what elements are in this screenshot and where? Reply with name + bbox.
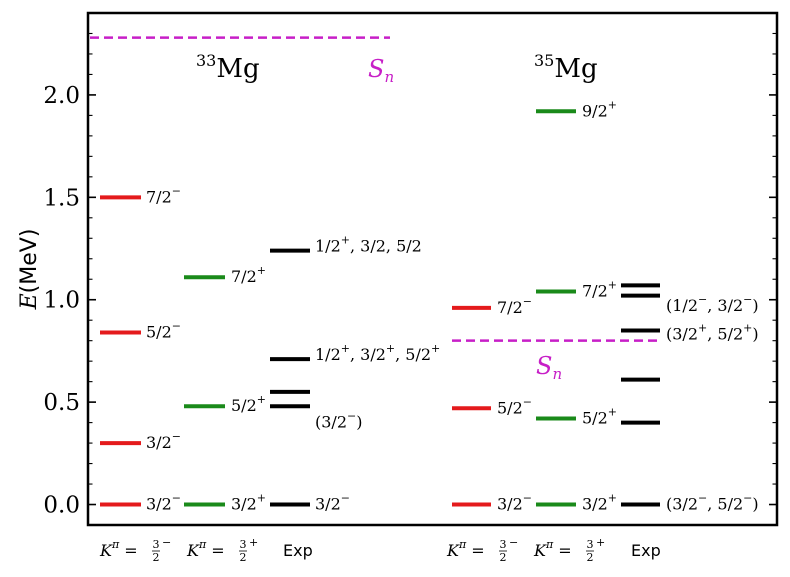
level-spin-label: 7/2− [146,184,181,206]
level-spin-label: 5/2− [497,395,532,417]
y-tick-label: 1.0 [43,288,80,314]
nucleus-title: 35Mg [534,51,598,84]
svg-text:+: + [596,536,605,549]
column-label-kpi: Kπ = 32− [99,536,171,564]
svg-text:Kπ =: Kπ = [99,538,138,560]
svg-text:Kπ =: Kπ = [186,538,225,560]
column-label-exp: Exp [631,541,661,560]
svg-text:+: + [249,536,258,549]
svg-text:2: 2 [240,551,247,564]
column-label-kpi: Kπ = 32− [446,536,518,564]
exp-spin-annotation: (3/2+, 5/2+) [666,322,759,344]
svg-text:3: 3 [500,538,507,551]
y-tick-label: 0.5 [43,390,80,416]
level-spin-label: 3/2− [146,430,181,452]
sn-label: Sn [368,55,394,86]
column-label-kpi: Kπ = 32+ [533,536,605,564]
level-spin-label: 3/2+ [231,492,266,514]
level-spin-label: 5/2+ [582,406,617,428]
level-spin-label: 3/2+ [582,492,617,514]
svg-text:2: 2 [500,551,507,564]
exp-spin-annotation: 1/2+, 3/2, 5/2 [315,233,422,255]
y-axis-label: E(MeV) [17,229,42,311]
sn-label: Sn [536,352,562,383]
svg-text:−: − [162,536,171,549]
level-spin-label: 3/2− [497,492,532,514]
level-spin-label: 3/2− [146,492,181,514]
y-axis-ticks [88,32,777,526]
svg-text:Kπ =: Kπ = [446,538,485,560]
exp-spin-annotation: (3/2−, 5/2−) [666,492,759,514]
column-label-kpi: Kπ = 32+ [186,536,258,564]
plot-frame [86,11,779,527]
svg-text:2: 2 [587,551,594,564]
level-spin-label: 9/2+ [582,98,617,120]
level-spin-label: 3/2− [315,492,350,514]
level-spin-label: 7/2+ [231,264,266,286]
level-spin-label: 5/2+ [231,393,266,415]
column-label-exp: Exp [283,541,313,560]
exp-spin-annotation: (3/2−) [315,410,362,432]
exp-spin-annotation: 1/2+, 3/2+, 5/2+ [315,342,440,364]
svg-text:3: 3 [587,538,594,551]
svg-text:Kπ =: Kπ = [533,538,572,560]
y-tick-label: 1.5 [43,185,80,211]
svg-text:3: 3 [153,538,160,551]
svg-text:−: − [509,536,518,549]
y-tick-label: 2.0 [43,83,80,109]
level-labels: 3/2− 3/2− 5/2− 7/2− 3/2+ 5/2+ 7/2+ 3/2− (3/2−) 1/… [146,98,759,513]
level-spin-label: 7/2− [497,295,532,317]
energy-levels [90,36,660,507]
nucleus-title: 33Mg [196,51,260,84]
exp-spin-annotation: (1/2−, 3/2−) [666,293,759,315]
level-spin-label: 5/2− [146,319,181,341]
y-tick-label: 0.0 [43,493,80,519]
svg-text:3: 3 [240,538,247,551]
svg-text:2: 2 [153,551,160,564]
level-spin-label: 7/2+ [582,279,617,301]
